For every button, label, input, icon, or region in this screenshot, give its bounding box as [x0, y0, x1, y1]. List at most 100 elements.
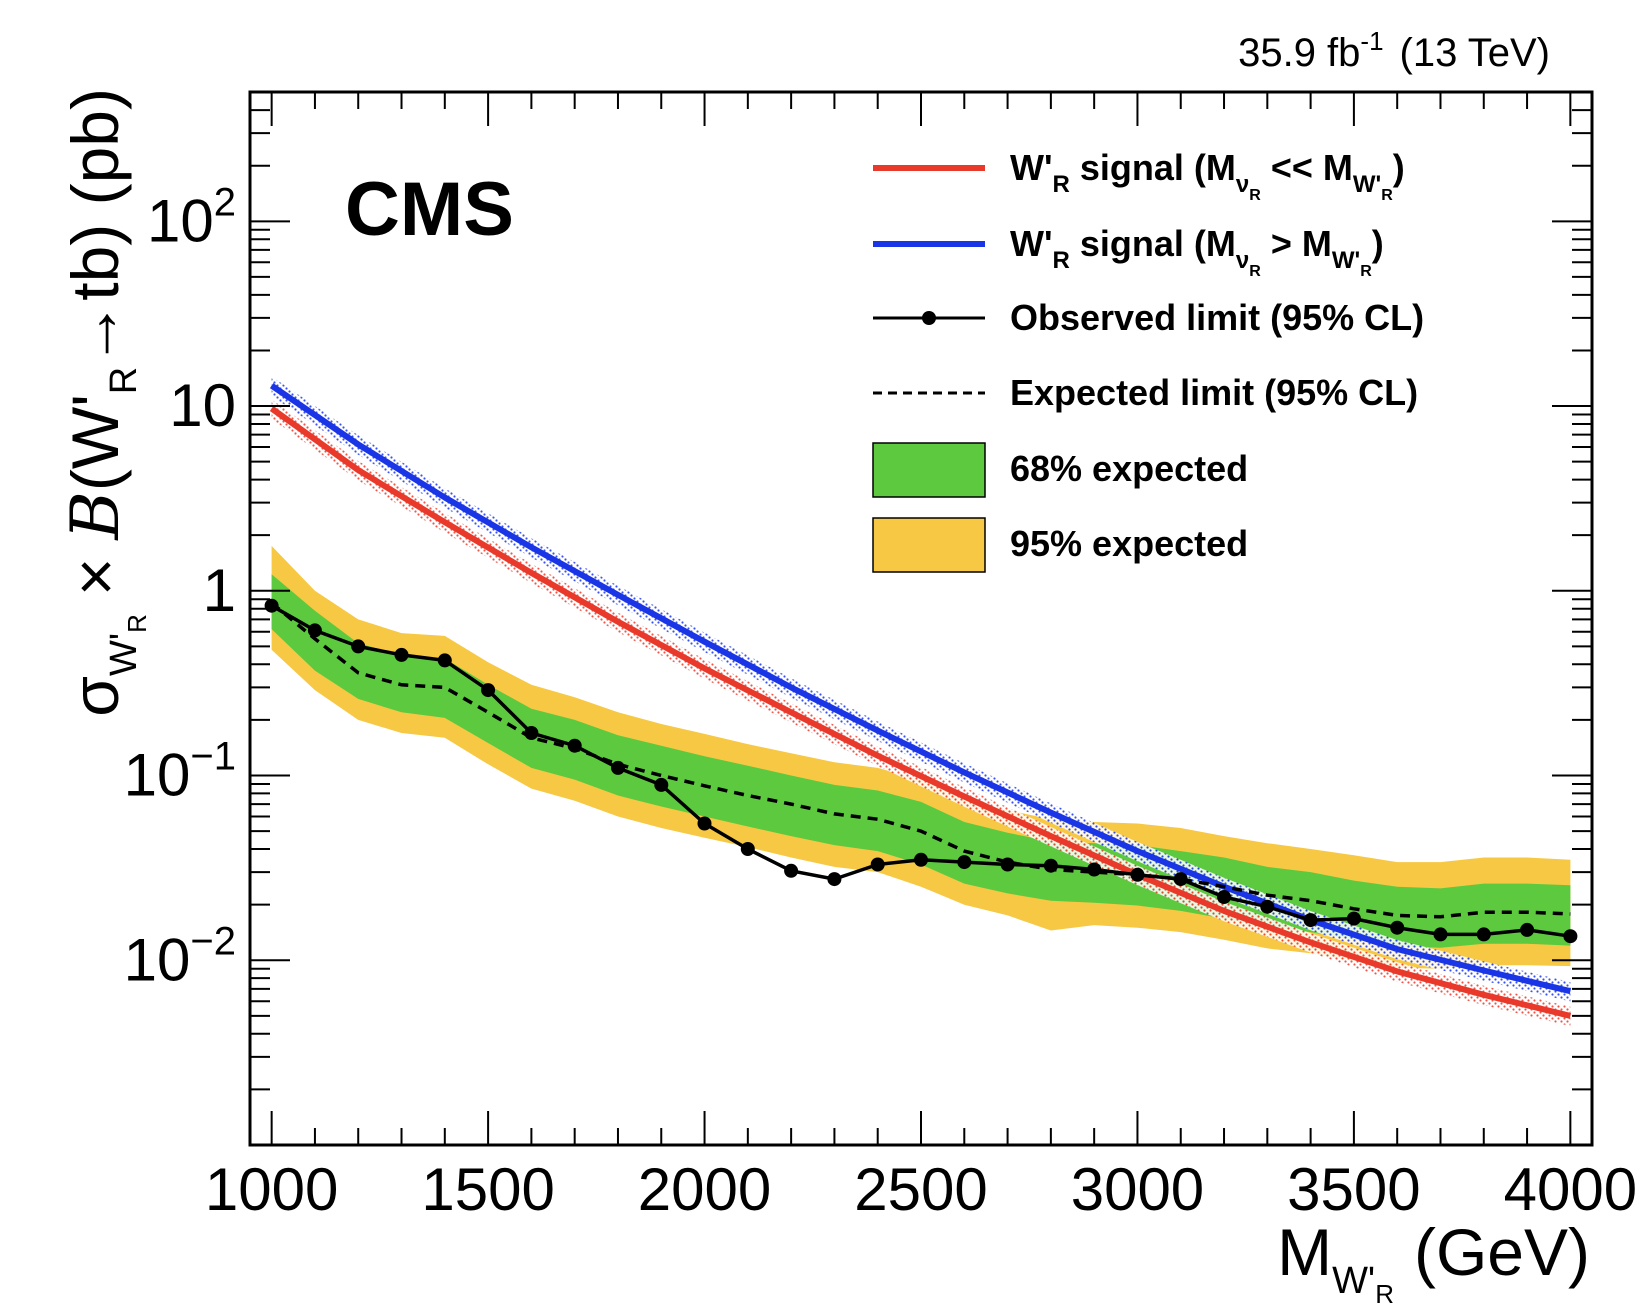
luminosity-label: 35.9 fb-1 (13 TeV) — [1238, 26, 1550, 75]
y-tick-label: 1 — [203, 557, 236, 624]
legend-red-part-8: ) — [1393, 147, 1405, 188]
y-axis-close: tb) (pb) — [58, 88, 132, 301]
legend: W'R signal (MνR << MW'R) W'R signal (MνR… — [872, 147, 1424, 573]
y-axis-branching: B — [57, 491, 134, 541]
observed-limit-point — [1043, 858, 1058, 873]
observed-limit-point — [1260, 899, 1275, 914]
legend-swatch-observed-marker — [922, 311, 936, 325]
legend-blue-part-4: R — [1249, 263, 1261, 280]
expected-bands — [271, 545, 1571, 969]
x-tick-label: 4000 — [1504, 1156, 1637, 1223]
x-tick-label: 2000 — [638, 1156, 771, 1223]
y-axis-open: (W' — [58, 394, 132, 491]
observed-limit-point — [914, 852, 928, 867]
observed-limit-point — [1433, 927, 1448, 942]
x-axis-title-main: M — [1277, 1215, 1332, 1289]
y-axis-sigma: σ — [58, 676, 132, 717]
observed-limit-point — [1520, 922, 1535, 937]
legend-label-expected: Expected limit (95% CL) — [1010, 372, 1418, 413]
energy-label: (13 TeV) — [1400, 31, 1550, 75]
observed-limit-point — [437, 653, 452, 668]
observed-limit-point — [307, 623, 322, 638]
observed-limit-point — [567, 738, 582, 753]
y-tick-label: 10−1 — [124, 735, 236, 809]
y-axis-times: × — [58, 558, 132, 597]
legend-blue-part-7: R — [1360, 263, 1372, 280]
luminosity-value: 35.9 fb — [1238, 31, 1360, 75]
observed-limit-point — [1087, 862, 1102, 877]
y-axis-r-sub: R — [103, 367, 145, 394]
legend-label-signal-red: W'R signal (MνR << MW'R) — [1010, 147, 1405, 204]
x-tick-label: 1000 — [205, 1156, 338, 1223]
signal-blue-line — [269, 383, 1572, 995]
legend-blue-part-0: W' — [1010, 223, 1053, 264]
axis-tick-labels: 1000 1500 2000 2500 3000 3500 400010−210−11101… — [124, 180, 1637, 1223]
legend-red-part-6: W' — [1353, 171, 1381, 198]
observed-limit-point — [1346, 911, 1361, 926]
x-axis-title: MW'R (GeV) — [1277, 1215, 1590, 1308]
y-tick-label-base: 10 — [124, 926, 191, 993]
y-tick-label: 10 — [169, 372, 236, 439]
luminosity-exponent: -1 — [1360, 26, 1383, 56]
legend-label-signal-blue: W'R signal (MνR > MW'R) — [1010, 223, 1384, 280]
limit-curves — [264, 598, 1578, 944]
observed-limit-point — [1000, 857, 1015, 872]
legend-blue-part-3: ν — [1236, 247, 1249, 274]
legend-swatch-95 — [872, 517, 986, 573]
legend-label-95: 95% expected — [1010, 523, 1248, 564]
legend-blue-part-1: R — [1053, 247, 1070, 274]
expected-limit-line — [270, 601, 1571, 919]
x-axis-title-subsub: R — [1375, 1279, 1394, 1308]
y-tick-label-exponent: 2 — [214, 180, 236, 224]
observed-limit-point — [1130, 867, 1145, 882]
signal-curves — [269, 376, 1572, 1027]
y-axis-arrow: → — [58, 301, 132, 367]
y-tick-label-base: 10 — [147, 187, 214, 254]
observed-limit-point — [827, 872, 842, 887]
y-axis-sigma-subsub: R — [122, 614, 152, 633]
x-axis-title-sub: W' — [1332, 1260, 1375, 1302]
legend-label-observed: Observed limit (95% CL) — [1010, 297, 1424, 338]
legend-red-part-4: R — [1249, 187, 1261, 204]
legend-swatch-68 — [872, 442, 986, 498]
legend-red-part-2: signal (M — [1070, 147, 1236, 188]
observed-limit-point — [1563, 929, 1578, 944]
x-tick-label: 2500 — [854, 1156, 987, 1223]
legend-red-part-5: << M — [1261, 147, 1353, 188]
x-tick-label: 3500 — [1287, 1156, 1420, 1223]
observed-limit-point — [524, 726, 539, 740]
experiment-label: CMS — [345, 167, 514, 252]
observed-limit-point — [784, 863, 799, 878]
legend-label-68: 68% expected — [1010, 448, 1248, 489]
observed-limit-point — [1476, 927, 1491, 942]
y-axis-sigma-sub: W' — [103, 633, 145, 676]
legend-blue-part-2: signal (M — [1070, 223, 1236, 264]
observed-limit-point — [394, 647, 409, 662]
x-tick-label: 3000 — [1071, 1156, 1204, 1223]
observed-limit-point — [697, 816, 712, 831]
observed-limit-point — [740, 842, 755, 856]
observed-limit-point — [1303, 913, 1318, 928]
y-tick-label-base: 10 — [124, 742, 191, 809]
observed-limit-point — [481, 683, 496, 698]
y-axis-title: σW'R×B(W'R→tb) (pb) — [57, 88, 152, 717]
legend-blue-part-6: W' — [1332, 247, 1360, 274]
observed-limit-point — [1390, 920, 1405, 935]
x-axis-unit: (GeV) — [1414, 1215, 1590, 1289]
observed-limit-point — [351, 639, 366, 654]
observed-limit-point — [957, 855, 972, 870]
observed-limit-point — [264, 598, 279, 613]
y-tick-label-base: 1 — [203, 557, 236, 624]
signal-red-line — [269, 406, 1572, 1019]
legend-blue-part-8: ) — [1372, 223, 1384, 264]
observed-limit-point — [654, 777, 669, 792]
observed-limit-point — [1173, 872, 1188, 887]
observed-limit-point — [870, 857, 885, 872]
axis-ticks — [250, 91, 1592, 1145]
legend-red-part-7: R — [1381, 187, 1393, 204]
observed-limit-point — [611, 760, 625, 775]
legend-red-part-3: ν — [1236, 171, 1249, 198]
legend-blue-part-5: > M — [1261, 223, 1332, 264]
band-68-expected — [271, 574, 1571, 948]
